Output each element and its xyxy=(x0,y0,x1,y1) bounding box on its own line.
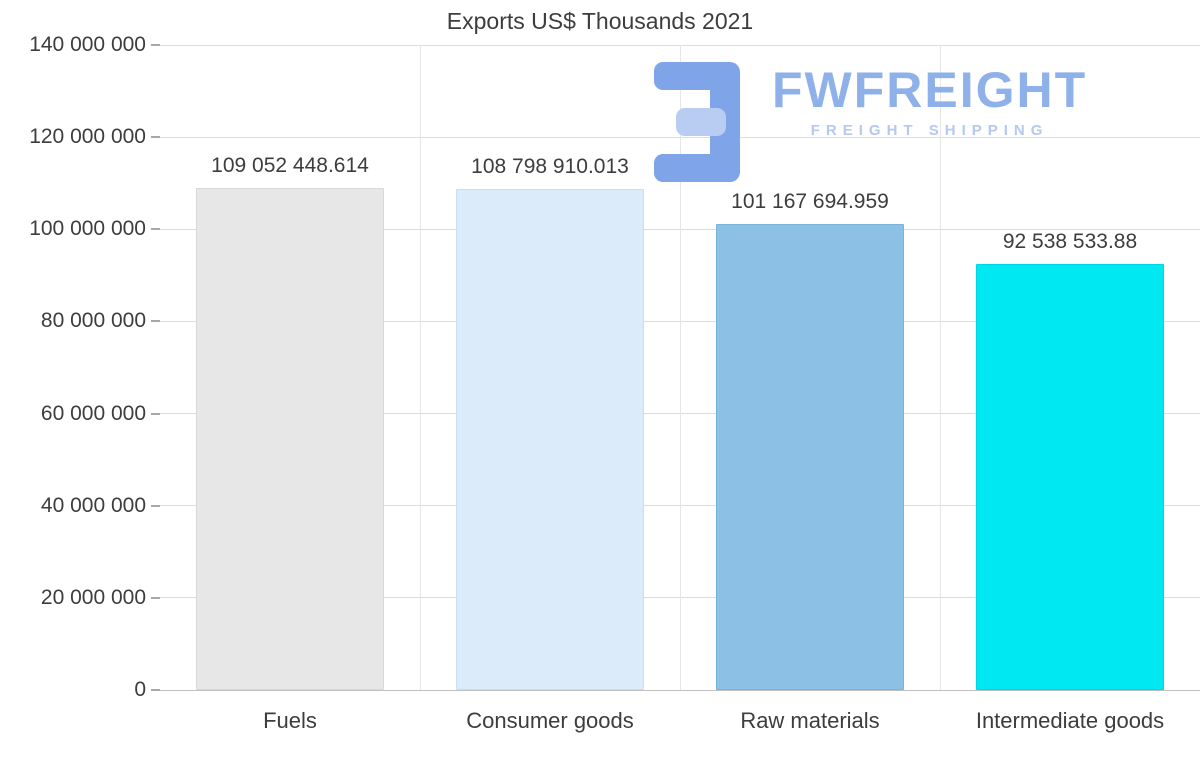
logo-text: FWFREIGHT FREIGHT SHIPPING xyxy=(772,62,1087,139)
logo-icon-top-arm xyxy=(654,62,726,90)
vertical-gridline xyxy=(680,45,681,690)
tick-mark xyxy=(151,596,160,599)
logo-tagline: FREIGHT SHIPPING xyxy=(810,121,1049,139)
logo-icon xyxy=(654,62,740,182)
y-tick-label: 80 000 000 xyxy=(40,309,146,333)
y-tick-label: 100 000 000 xyxy=(29,217,146,241)
tick-mark xyxy=(151,689,160,691)
tick-mark xyxy=(151,228,160,231)
y-tick-label: 40 000 000 xyxy=(40,493,146,517)
tick-mark xyxy=(151,320,160,323)
logo-brand: FWFREIGHT xyxy=(772,62,1088,118)
logo-icon-bottom-arm xyxy=(654,154,726,182)
y-tick-label: 60 000 000 xyxy=(40,401,146,425)
tick-mark xyxy=(151,136,160,139)
y-tick-label: 0 xyxy=(134,678,146,701)
bar-value-label: 92 538 533.88 xyxy=(1002,229,1138,253)
y-tick-label: 140 000 000 xyxy=(29,33,146,56)
y-tick-label: 120 000 000 xyxy=(29,125,146,149)
plot-baseline xyxy=(160,689,1200,691)
bar-value-label: 109 052 448.614 xyxy=(211,153,369,177)
vertical-gridline xyxy=(420,45,421,690)
x-category-label: Fuels xyxy=(263,708,317,733)
tick-mark xyxy=(151,412,160,415)
x-category-label: Consumer goods xyxy=(466,708,634,733)
bar xyxy=(196,187,384,690)
bar xyxy=(976,263,1164,690)
logo: FWFREIGHT FREIGHT SHIPPING xyxy=(648,62,1087,182)
y-tick-label: 20 000 000 xyxy=(40,585,146,609)
x-category-label: Intermediate goods xyxy=(975,708,1165,733)
bar xyxy=(716,223,904,690)
chart-title: Exports US$ Thousands 2021 xyxy=(446,8,754,34)
bar-value-label: 101 167 694.959 xyxy=(731,189,889,213)
vertical-gridline xyxy=(940,45,941,690)
tick-mark xyxy=(151,504,160,507)
tick-mark xyxy=(151,44,160,46)
bar xyxy=(456,188,644,690)
logo-icon-middle-arm xyxy=(676,108,726,136)
x-category-label: Raw materials xyxy=(740,708,880,733)
bar-value-label: 108 798 910.013 xyxy=(471,154,629,178)
